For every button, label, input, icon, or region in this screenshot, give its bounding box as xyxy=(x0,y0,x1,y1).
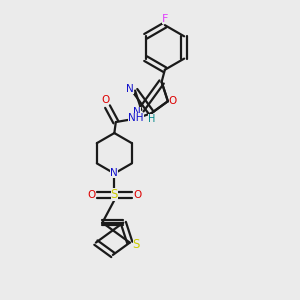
Text: S: S xyxy=(133,238,140,250)
Text: O: O xyxy=(169,96,177,106)
Text: NH: NH xyxy=(128,113,144,124)
Text: F: F xyxy=(162,14,168,24)
Text: N: N xyxy=(127,84,134,94)
Text: O: O xyxy=(134,190,142,200)
Text: H: H xyxy=(148,114,155,124)
Text: S: S xyxy=(111,188,118,201)
Text: O: O xyxy=(101,95,109,105)
Text: O: O xyxy=(87,190,95,200)
Text: N: N xyxy=(133,107,141,117)
Text: N: N xyxy=(110,169,118,178)
